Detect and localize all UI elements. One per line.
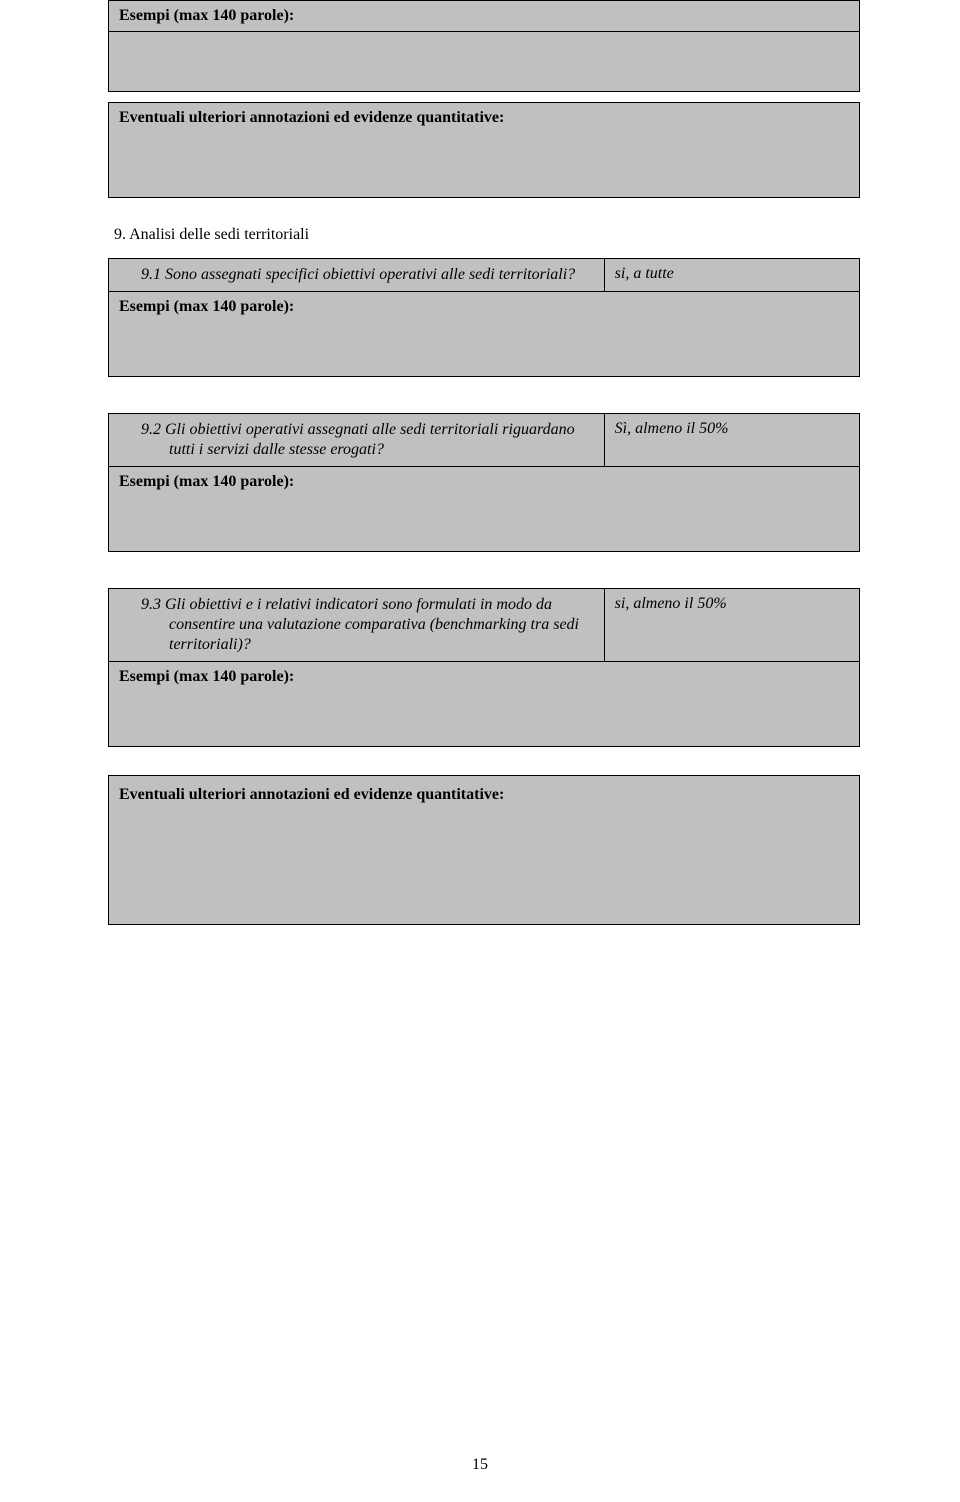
esempi-body-empty	[109, 31, 859, 91]
question-9-2-text: 9.2 Gli obiettivi operativi assegnati al…	[121, 420, 594, 460]
annotations-block-top: Eventuali ulteriori annotazioni ed evide…	[108, 102, 860, 198]
page-number: 15	[0, 1456, 960, 1474]
esempi-9-1: Esempi (max 140 parole):	[109, 292, 860, 377]
annotations-block-bottom: Eventuali ulteriori annotazioni ed evide…	[108, 775, 860, 925]
section-9-title: 9. Analisi delle sedi territoriali	[114, 226, 860, 244]
question-9-1-text: 9.1 Sono assegnati specifici obiettivi o…	[121, 265, 594, 285]
question-9-3-table: 9.3 Gli obiettivi e i relativi indicator…	[108, 588, 860, 747]
question-9-1-table: 9.1 Sono assegnati specifici obiettivi o…	[108, 258, 860, 377]
question-9-3-text: 9.3 Gli obiettivi e i relativi indicator…	[121, 595, 594, 655]
esempi-block-top: Esempi (max 140 parole):	[108, 0, 860, 92]
question-9-2: 9.2 Gli obiettivi operativi assegnati al…	[109, 414, 605, 467]
question-9-3: 9.3 Gli obiettivi e i relativi indicator…	[109, 589, 605, 662]
question-9-2-table: 9.2 Gli obiettivi operativi assegnati al…	[108, 413, 860, 552]
question-9-1: 9.1 Sono assegnati specifici obiettivi o…	[109, 259, 605, 292]
esempi-label: Esempi (max 140 parole):	[109, 1, 859, 31]
answer-9-2: Sì, almeno il 50%	[604, 414, 859, 467]
esempi-9-2: Esempi (max 140 parole):	[109, 467, 860, 552]
annotations-label: Eventuali ulteriori annotazioni ed evide…	[119, 109, 504, 126]
answer-9-1: si, a tutte	[604, 259, 859, 292]
answer-9-3: si, almeno il 50%	[604, 589, 859, 662]
annotations-label-bottom: Eventuali ulteriori annotazioni ed evide…	[119, 786, 504, 803]
esempi-9-3: Esempi (max 140 parole):	[109, 662, 860, 747]
